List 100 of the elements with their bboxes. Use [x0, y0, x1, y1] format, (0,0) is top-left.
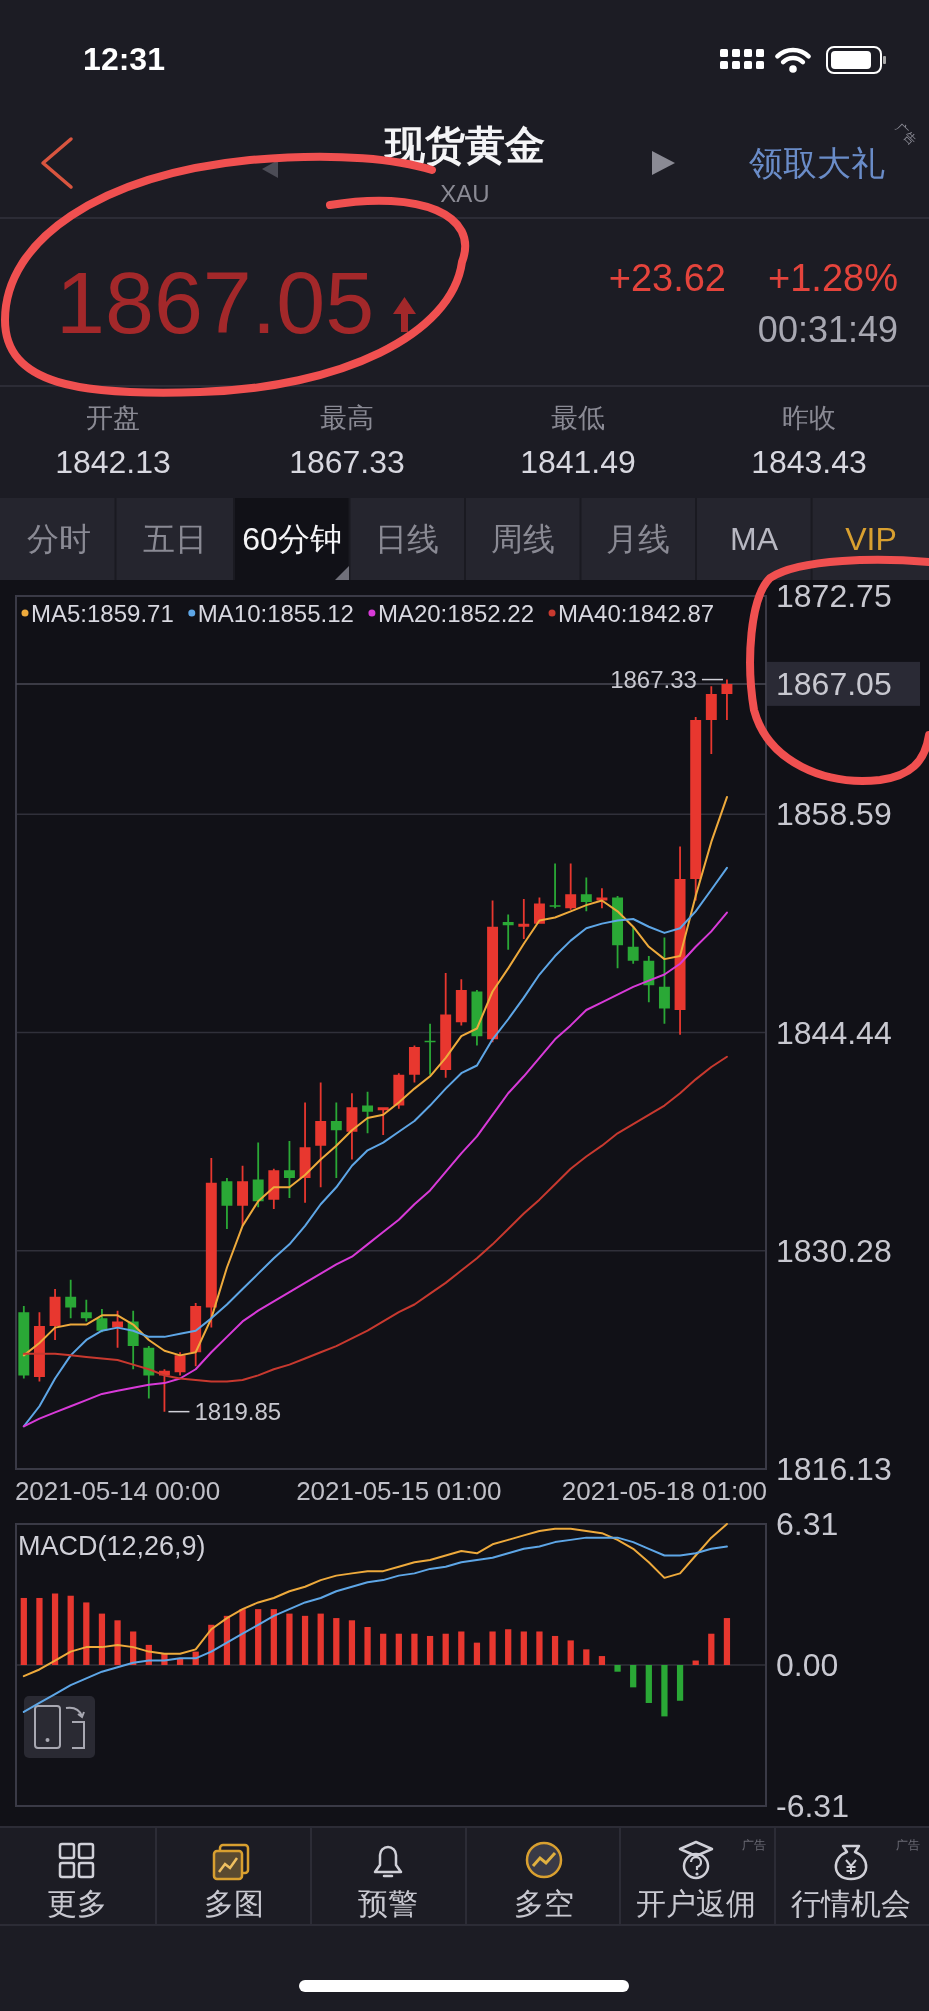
text: 1843.43	[751, 444, 867, 480]
bar	[395, 1633, 402, 1665]
bar	[83, 1602, 90, 1665]
line-series	[22, 1055, 728, 1383]
text: 五日	[143, 521, 207, 557]
bar	[536, 1631, 543, 1665]
candlestick	[518, 898, 530, 940]
bar	[473, 1642, 481, 1665]
text: 12:31	[83, 41, 165, 77]
bar	[505, 1629, 512, 1665]
line-series	[22, 1523, 728, 1678]
bar	[286, 1613, 293, 1665]
text: 领取大礼	[749, 144, 885, 182]
bar	[333, 1618, 340, 1665]
candlestick	[65, 1279, 77, 1319]
text: 更多	[47, 1886, 107, 1920]
text: 行情机会	[791, 1886, 911, 1920]
bar	[67, 1595, 74, 1665]
text: VIP	[845, 521, 897, 557]
y-tick-label: 1872.75	[776, 578, 892, 614]
y-tick-label: 1830.28	[776, 1232, 892, 1269]
annotation: 1867.33	[610, 666, 697, 694]
bar	[364, 1627, 371, 1665]
text: 1841.49	[520, 444, 636, 480]
text: 分时	[27, 521, 91, 557]
candlestick	[580, 877, 592, 912]
text: 开盘	[86, 403, 140, 433]
bar	[520, 1631, 527, 1665]
text: 日线	[375, 521, 439, 557]
bar	[426, 1635, 434, 1665]
bar	[708, 1633, 715, 1665]
bar	[380, 1633, 387, 1665]
bar	[598, 1656, 606, 1665]
text: 月线	[606, 521, 670, 557]
candlestick	[705, 686, 717, 755]
bar	[723, 1618, 731, 1665]
text: 多空	[514, 1886, 574, 1920]
text: 昨收	[782, 403, 836, 433]
text: XAU	[440, 179, 490, 207]
bar	[36, 1597, 43, 1665]
bar	[317, 1613, 324, 1665]
bar	[411, 1633, 418, 1665]
bar	[676, 1665, 684, 1701]
y-tick-label: 6.31	[776, 1506, 839, 1542]
text: +23.62	[608, 257, 726, 299]
text: 00:31:49	[757, 308, 898, 350]
bar	[239, 1609, 246, 1665]
candlestick	[627, 926, 639, 964]
legend-label: MA20:1852.22	[377, 599, 535, 627]
bar	[20, 1597, 27, 1665]
x-tick-label: 2021-05-18 01:00	[561, 1476, 768, 1506]
text: 广告	[896, 1838, 920, 1852]
text: 广告	[742, 1838, 766, 1852]
bar	[661, 1665, 668, 1717]
y-tick-label: 0.00	[776, 1647, 839, 1683]
legend-label: MA5:1859.71	[31, 599, 174, 627]
bar	[551, 1635, 559, 1665]
ref-line-label: 1867.05	[776, 665, 892, 702]
legend-label: MA10:1855.12	[197, 599, 354, 627]
text: 最低	[551, 403, 605, 433]
bar	[645, 1665, 652, 1703]
y-tick-label: -6.31	[776, 1788, 849, 1824]
bar	[489, 1631, 496, 1665]
line-series	[22, 796, 728, 1357]
bar	[442, 1633, 449, 1665]
bar	[51, 1593, 59, 1665]
bar	[630, 1665, 637, 1688]
bar	[255, 1609, 262, 1665]
text: 60分钟	[242, 521, 342, 557]
text: 1867.33	[289, 444, 405, 480]
bar	[458, 1631, 465, 1665]
text: 1867.05	[56, 252, 375, 352]
annotation: 1819.85	[194, 1398, 282, 1426]
bar	[614, 1665, 621, 1672]
y-tick-label: 1858.59	[776, 796, 892, 833]
candlestick	[549, 863, 561, 909]
line-series	[22, 1536, 728, 1713]
chart-title: MACD(12,26,9)	[18, 1531, 206, 1561]
candlestick	[502, 914, 514, 950]
y-tick-label: 1816.13	[776, 1451, 892, 1487]
x-tick-label: 2021-05-15 01:00	[296, 1476, 502, 1506]
text: 开户返佣	[636, 1886, 756, 1920]
x-tick-label: 2021-05-14 00:00	[14, 1476, 221, 1506]
legend-label: MA40:1842.87	[558, 599, 715, 627]
text: 多图	[204, 1886, 264, 1920]
bar	[567, 1640, 574, 1665]
text: +1.28%	[768, 257, 898, 299]
bar	[114, 1620, 121, 1665]
candlestick	[315, 1082, 327, 1188]
text: MA	[730, 521, 779, 557]
candlestick	[377, 1107, 389, 1135]
bar	[301, 1615, 309, 1665]
candlestick	[424, 1023, 436, 1075]
text: 预警	[358, 1886, 418, 1920]
text: 周线	[491, 521, 555, 557]
bar	[583, 1649, 590, 1665]
candlestick	[221, 1178, 233, 1229]
bar	[348, 1620, 356, 1665]
text: 最高	[320, 403, 374, 433]
candlestick	[565, 863, 577, 910]
